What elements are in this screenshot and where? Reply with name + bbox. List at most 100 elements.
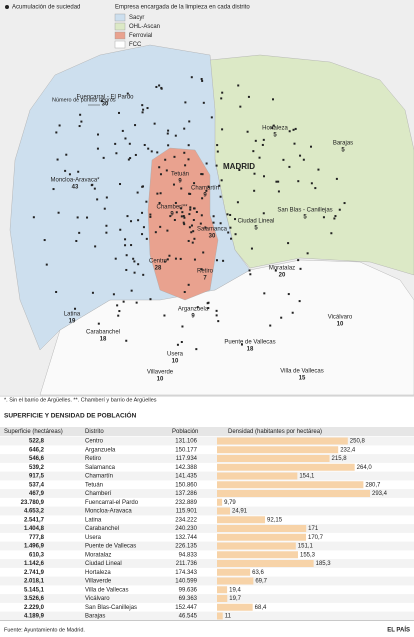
density-bar: [217, 446, 339, 454]
district-name: Hortaleza: [262, 126, 288, 132]
dirt-point: [130, 244, 133, 247]
surface: 2.018,1: [24, 579, 45, 585]
surface: 2.741,9: [24, 570, 45, 576]
dirt-point: [190, 76, 193, 79]
dirt-point: [58, 124, 61, 127]
dirt-point: [56, 158, 59, 161]
district-name: Usera: [167, 352, 184, 358]
dirt-point: [158, 166, 161, 169]
dirt-point: [117, 314, 120, 317]
dirt-point: [190, 224, 193, 227]
dirt-point: [117, 111, 120, 114]
dirt-point: [163, 260, 166, 263]
district-name: Chamberí**: [156, 205, 188, 211]
dirt-point: [145, 237, 148, 240]
population: 94.833: [179, 552, 198, 558]
population: 99.636: [179, 587, 198, 593]
dirt-point: [263, 292, 266, 295]
density-label: 19,7: [229, 596, 241, 602]
density-label: 155,3: [300, 552, 316, 558]
dirt-point: [153, 122, 156, 125]
dirt-point: [76, 216, 79, 219]
district-count: 10: [172, 359, 179, 365]
density-bar: [217, 603, 253, 611]
dirt-point: [188, 192, 191, 195]
dirt-point: [93, 187, 96, 190]
dirt-point: [142, 273, 145, 276]
dirt-point: [287, 242, 290, 245]
dirt-point: [202, 101, 205, 104]
surface: 610,3: [29, 552, 45, 558]
district-count: 28: [155, 266, 162, 272]
density-bar: [217, 490, 370, 497]
district-count: 19: [69, 319, 76, 325]
dirt-point: [79, 113, 82, 116]
district-count: 7: [203, 276, 207, 282]
district: Fuencarral-el Pardo: [85, 500, 139, 506]
district-name: Chamartín: [191, 186, 219, 192]
dirt-point: [124, 137, 127, 140]
dirt-point: [252, 150, 255, 153]
dirt-point: [122, 300, 125, 303]
dirt-point: [149, 298, 152, 301]
population: 240.230: [175, 526, 197, 532]
dirt-point: [114, 142, 117, 145]
surface: 4.189,9: [24, 614, 45, 620]
dirt-point: [142, 108, 145, 111]
district-name: Fuencarral - El Pardo: [76, 95, 134, 101]
density-label: 250,8: [350, 439, 366, 445]
legend-label: Ferrovial: [129, 33, 152, 39]
footnote: *. Sin el barrio de Argüelles. **. Chamb…: [4, 397, 157, 403]
dirt-point: [237, 84, 240, 87]
legend-swatch: [114, 22, 126, 31]
dirt-point: [167, 129, 170, 132]
population: 226.135: [175, 544, 197, 550]
dirt-point: [299, 154, 302, 157]
dirt-point: [160, 86, 163, 89]
density-bar: [217, 455, 330, 462]
population: 150.177: [175, 447, 197, 453]
population: 115.901: [176, 509, 198, 515]
population: 152.447: [175, 605, 197, 611]
dirt-point: [188, 120, 191, 123]
density-bar: [217, 533, 307, 541]
density-label: 232,4: [340, 447, 356, 453]
dirt-point: [184, 101, 187, 104]
dirt-point: [118, 310, 121, 313]
dirt-point: [238, 168, 241, 171]
population: 232.889: [175, 500, 197, 506]
population: 142.388: [175, 465, 197, 471]
dirt-point: [288, 165, 291, 168]
dirt-point: [137, 263, 140, 266]
row-bg: [0, 559, 414, 568]
district-count: 9: [178, 179, 182, 185]
dirt-point: [75, 239, 78, 242]
row-bg: [0, 436, 414, 446]
surface: 537,4: [29, 482, 45, 488]
district-name: Ciudad Lineal: [238, 219, 275, 225]
dirt-point: [124, 244, 127, 247]
district: Usera: [85, 535, 102, 541]
dirt-point: [169, 215, 172, 218]
surface: 4.653,2: [24, 509, 45, 515]
dirt-point: [302, 158, 305, 161]
dirt-point: [190, 231, 193, 234]
dirt-point: [297, 259, 300, 262]
dirt-point: [262, 138, 265, 141]
district: Moratalaz: [85, 552, 111, 558]
dirt-point: [173, 155, 176, 158]
dirt-point: [135, 301, 138, 304]
dirt-point: [261, 143, 264, 146]
dirt-point: [200, 173, 203, 176]
column-header: Distrito: [85, 429, 104, 435]
surface: 539,2: [29, 465, 45, 471]
density-bar: [217, 595, 228, 602]
row-bg: [0, 594, 414, 603]
dirt-point: [130, 289, 133, 292]
density-bar: [217, 516, 266, 524]
dirt-point: [173, 218, 176, 221]
legend-dot-label: Acumulación de suciedad: [12, 5, 80, 11]
dirt-point: [193, 237, 196, 240]
dirt-point: [330, 232, 333, 235]
column-header: Superficie (hectáreas): [4, 429, 63, 435]
